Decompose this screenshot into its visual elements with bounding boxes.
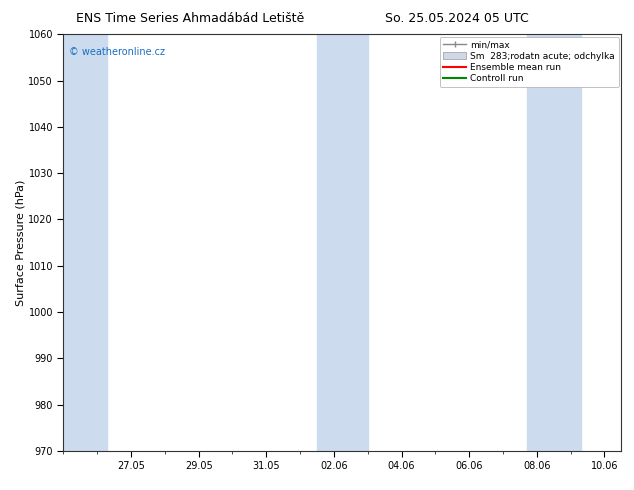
Text: So. 25.05.2024 05 UTC: So. 25.05.2024 05 UTC	[385, 12, 528, 25]
Text: © weatheronline.cz: © weatheronline.cz	[69, 47, 165, 57]
Bar	[317, 34, 368, 451]
Text: ENS Time Series Ahmadábád Letiště: ENS Time Series Ahmadábád Letiště	[76, 12, 304, 25]
Legend: min/max, Sm  283;rodatn acute; odchylka, Ensemble mean run, Controll run: min/max, Sm 283;rodatn acute; odchylka, …	[440, 37, 619, 87]
Bar	[63, 34, 107, 451]
Bar	[527, 34, 581, 451]
Y-axis label: Surface Pressure (hPa): Surface Pressure (hPa)	[16, 179, 25, 306]
